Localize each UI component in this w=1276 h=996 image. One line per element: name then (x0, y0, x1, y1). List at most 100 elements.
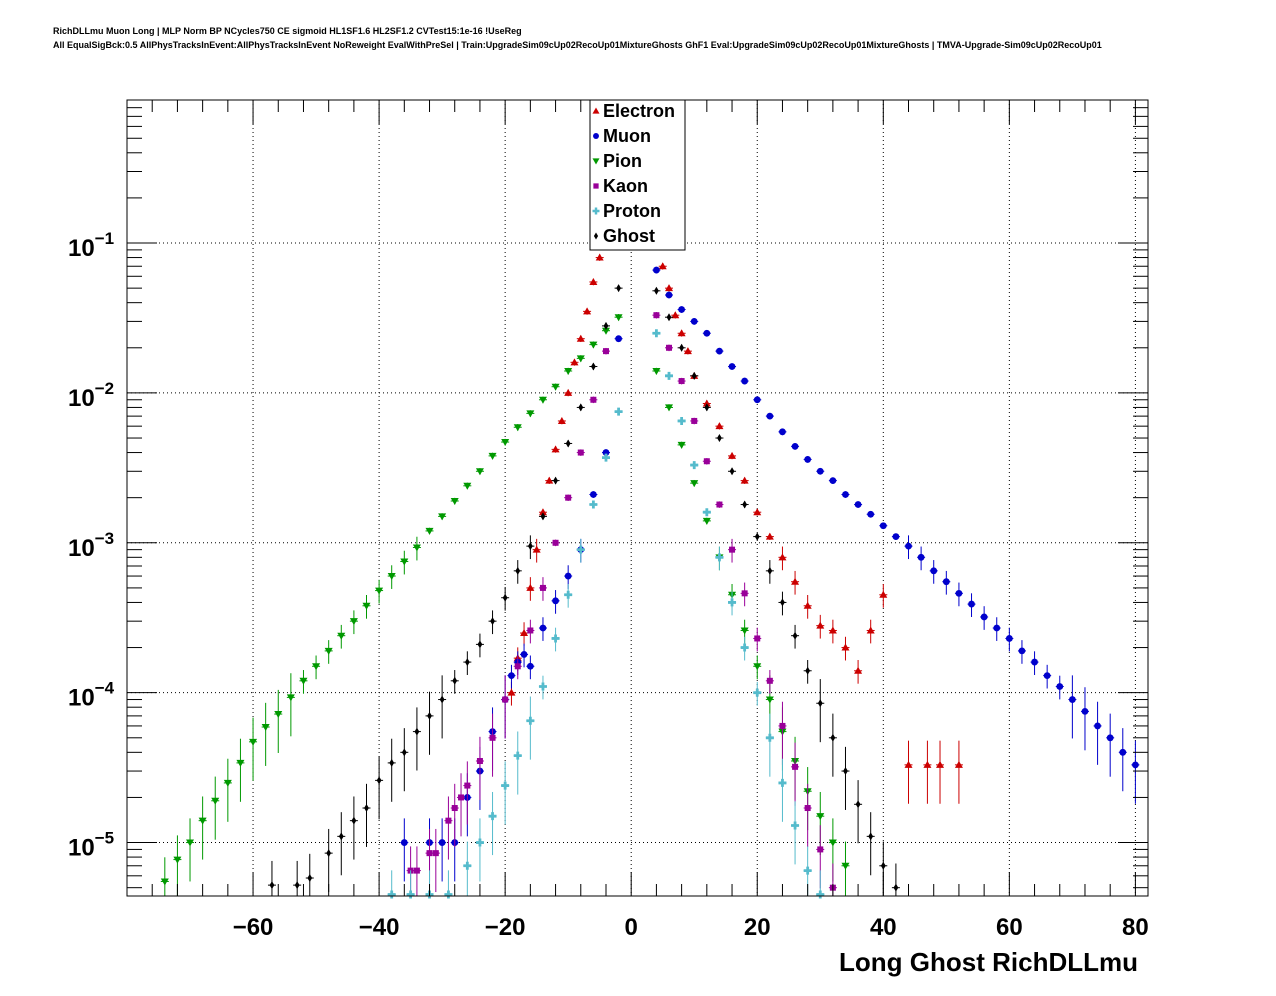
data-point (665, 371, 674, 380)
data-point (349, 618, 358, 626)
data-point (1068, 696, 1076, 703)
data-point (615, 335, 622, 343)
data-point (589, 341, 598, 349)
data-point (904, 760, 913, 768)
data-point (526, 583, 535, 591)
data-point (729, 546, 736, 553)
data-point (477, 640, 483, 649)
data-point (464, 782, 471, 789)
data-point (476, 758, 483, 765)
data-point (791, 577, 800, 585)
data-point (766, 412, 774, 420)
data-point (728, 598, 737, 607)
data-point (829, 477, 837, 484)
data-point (438, 513, 447, 521)
data-point (286, 694, 295, 702)
data-point (816, 813, 825, 821)
data-point (432, 850, 439, 857)
data-point (778, 778, 787, 787)
data-point (513, 751, 522, 760)
data-point (526, 662, 534, 670)
y-tick-exponent: −4 (95, 679, 115, 698)
y-tick-exponent: −2 (95, 379, 114, 398)
data-point (1056, 683, 1064, 690)
data-point (1005, 635, 1013, 642)
data-point (589, 500, 598, 509)
data-point (387, 573, 396, 581)
data-point (816, 467, 824, 475)
data-point (589, 277, 598, 285)
data-point (792, 631, 798, 640)
data-point (754, 532, 760, 541)
data-point (274, 711, 283, 719)
data-point (791, 821, 800, 830)
data-point (488, 812, 497, 821)
data-point (993, 624, 1001, 632)
legend-box (589, 99, 686, 251)
data-point (854, 666, 863, 674)
data-point (879, 590, 888, 598)
data-point (551, 445, 560, 453)
data-point (527, 627, 534, 634)
data-point (514, 663, 521, 670)
data-point (765, 696, 774, 704)
data-point (828, 839, 837, 847)
data-point (715, 553, 724, 562)
data-point (552, 597, 559, 605)
x-tick-label: 20 (744, 914, 771, 941)
data-point (576, 355, 585, 363)
data-point (578, 403, 584, 412)
y-tick-label: 10−2 (68, 379, 114, 412)
data-point (1119, 748, 1127, 756)
data-point (464, 658, 470, 667)
data-point (879, 522, 887, 530)
data-point (502, 593, 508, 602)
data-point (364, 804, 369, 813)
data-point (211, 797, 220, 805)
data-point (445, 817, 452, 824)
data-point (805, 666, 811, 675)
data-point (780, 598, 785, 607)
data-point (564, 572, 572, 580)
y-tick-exponent: −5 (95, 829, 114, 848)
data-point (261, 724, 270, 732)
data-point (400, 839, 408, 846)
data-point (677, 416, 686, 425)
data-point (565, 439, 571, 448)
data-point (451, 805, 458, 812)
data-point (717, 434, 722, 443)
data-point (665, 291, 673, 299)
data-point (413, 867, 420, 874)
data-point (475, 468, 484, 476)
data-point (690, 480, 699, 488)
y-tick-base: 10 (68, 685, 95, 712)
legend-label: Muon (603, 126, 651, 146)
data-point (489, 734, 496, 741)
data-point (1031, 658, 1038, 666)
data-point (652, 329, 661, 338)
data-point (716, 501, 723, 508)
data-point (375, 587, 384, 595)
y-tick-base: 10 (68, 385, 95, 412)
data-point (515, 566, 521, 575)
data-point (414, 727, 420, 736)
data-point (828, 626, 837, 634)
data-point (223, 779, 232, 787)
legend-marker (592, 107, 600, 114)
data-point (527, 542, 533, 551)
data-point (590, 362, 596, 371)
data-point (779, 722, 786, 729)
data-point (501, 781, 510, 790)
data-point (753, 508, 762, 516)
data-point (236, 759, 245, 767)
data-point (980, 613, 988, 621)
x-tick-label: −40 (359, 914, 400, 941)
data-point (616, 284, 621, 293)
data-point (893, 883, 899, 892)
data-points (160, 253, 1140, 899)
data-point (520, 651, 528, 658)
data-point (513, 424, 522, 432)
data-point (767, 566, 773, 575)
data-point (444, 890, 453, 899)
data-point (508, 672, 515, 679)
